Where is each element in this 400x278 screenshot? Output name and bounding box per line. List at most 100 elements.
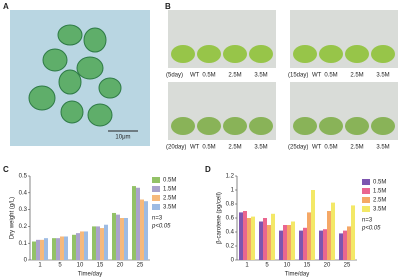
legend-swatch (152, 204, 160, 210)
bar (56, 238, 60, 260)
bar (287, 225, 291, 260)
y-tick-label: 0.8 (226, 202, 235, 208)
x-tick-label: 1 (38, 263, 42, 269)
bar (303, 227, 307, 260)
note: n=3 (362, 218, 373, 224)
bar (96, 226, 100, 260)
bar (251, 216, 255, 260)
y-tick-label: 0.5 (19, 174, 28, 180)
legend-swatch (362, 206, 370, 212)
y-tick-label: 0.4 (226, 230, 235, 236)
bar (100, 228, 104, 260)
x-tick-label: 10 (77, 263, 84, 269)
flask (171, 45, 195, 63)
flask (345, 45, 369, 63)
bar (116, 214, 120, 260)
bar (331, 202, 335, 260)
photo-label: 2.5M (228, 145, 241, 151)
bar (267, 225, 271, 260)
bar (311, 190, 315, 260)
y-tick-label: 0.6 (226, 216, 235, 222)
y-tick-label: 0.2 (226, 244, 235, 250)
photo-label: 2.5M (228, 73, 241, 79)
bar (40, 239, 44, 260)
bar (323, 229, 327, 260)
photo-label: 3.5M (376, 145, 389, 151)
bar (76, 233, 80, 260)
legend-swatch (362, 188, 370, 194)
photo-day: (25day) (288, 145, 308, 151)
bar (32, 241, 36, 260)
photo-label: 2.5M (350, 145, 363, 151)
x-tick-label: 25 (137, 263, 144, 269)
legend-label: 3.5M (163, 205, 176, 211)
x-tick-label: 10 (284, 263, 291, 269)
bar (36, 239, 40, 260)
y-tick-label: 0.2 (19, 224, 28, 230)
bar (291, 221, 295, 260)
bar (239, 212, 243, 260)
flask (319, 117, 343, 135)
bar (124, 218, 128, 260)
photo-label: 0.5M (202, 73, 215, 79)
flask (197, 45, 221, 63)
bar (279, 230, 283, 260)
bar (80, 231, 84, 260)
legend-swatch (152, 195, 160, 201)
bar (60, 236, 64, 260)
bar (319, 230, 323, 260)
flask (293, 117, 317, 135)
bar (343, 230, 347, 260)
bar (120, 218, 124, 260)
photo-day: (15day) (288, 73, 308, 79)
legend-swatch (362, 197, 370, 203)
flask (249, 45, 273, 63)
x-tick-label: 20 (117, 263, 124, 269)
photo-label: 3.5M (254, 145, 267, 151)
y-tick-label: 0.4 (19, 190, 28, 196)
note: p<0.05 (361, 226, 381, 232)
bar (52, 238, 56, 260)
photo-label: 0.5M (202, 145, 215, 151)
note: n=3 (152, 216, 163, 222)
bar (263, 218, 267, 260)
panel-label: A (3, 2, 9, 11)
x-tick-label: 15 (304, 263, 311, 269)
photo-label: WT (190, 73, 200, 79)
bar (136, 187, 140, 260)
legend-swatch (362, 179, 370, 185)
bar (64, 236, 68, 260)
legend-label: 0.5M (163, 178, 176, 184)
y-tick-label: 1 (231, 188, 235, 194)
photo-day: (20day) (166, 145, 186, 151)
bar (243, 211, 247, 260)
bar (259, 221, 263, 260)
panel-label: B (165, 2, 171, 11)
flask (371, 45, 395, 63)
x-axis-label: Time/day (78, 272, 102, 278)
legend-label: 3.5M (373, 207, 386, 213)
flask (223, 117, 247, 135)
legend-label: 2.5M (163, 196, 176, 202)
bar (347, 226, 351, 260)
panel-label: C (3, 165, 9, 174)
y-tick-label: 0 (231, 258, 235, 264)
photo-label: 0.5M (324, 145, 337, 151)
legend-label: 2.5M (373, 198, 386, 204)
bar (112, 212, 116, 260)
bar (307, 212, 311, 260)
legend-swatch (152, 177, 160, 183)
flask (223, 45, 247, 63)
flask (171, 117, 195, 135)
photo-day: (5day) (166, 73, 183, 79)
y-tick-label: 1.2 (226, 174, 235, 180)
scale-label: 10μm (115, 135, 130, 141)
x-tick-label: 15 (97, 263, 104, 269)
photo-label: 3.5M (254, 73, 267, 79)
flask (197, 117, 221, 135)
flask (371, 117, 395, 135)
bar (84, 231, 88, 260)
photo-label: WT (312, 145, 322, 151)
y-tick-label: 0.1 (19, 241, 28, 247)
bar (339, 233, 343, 260)
